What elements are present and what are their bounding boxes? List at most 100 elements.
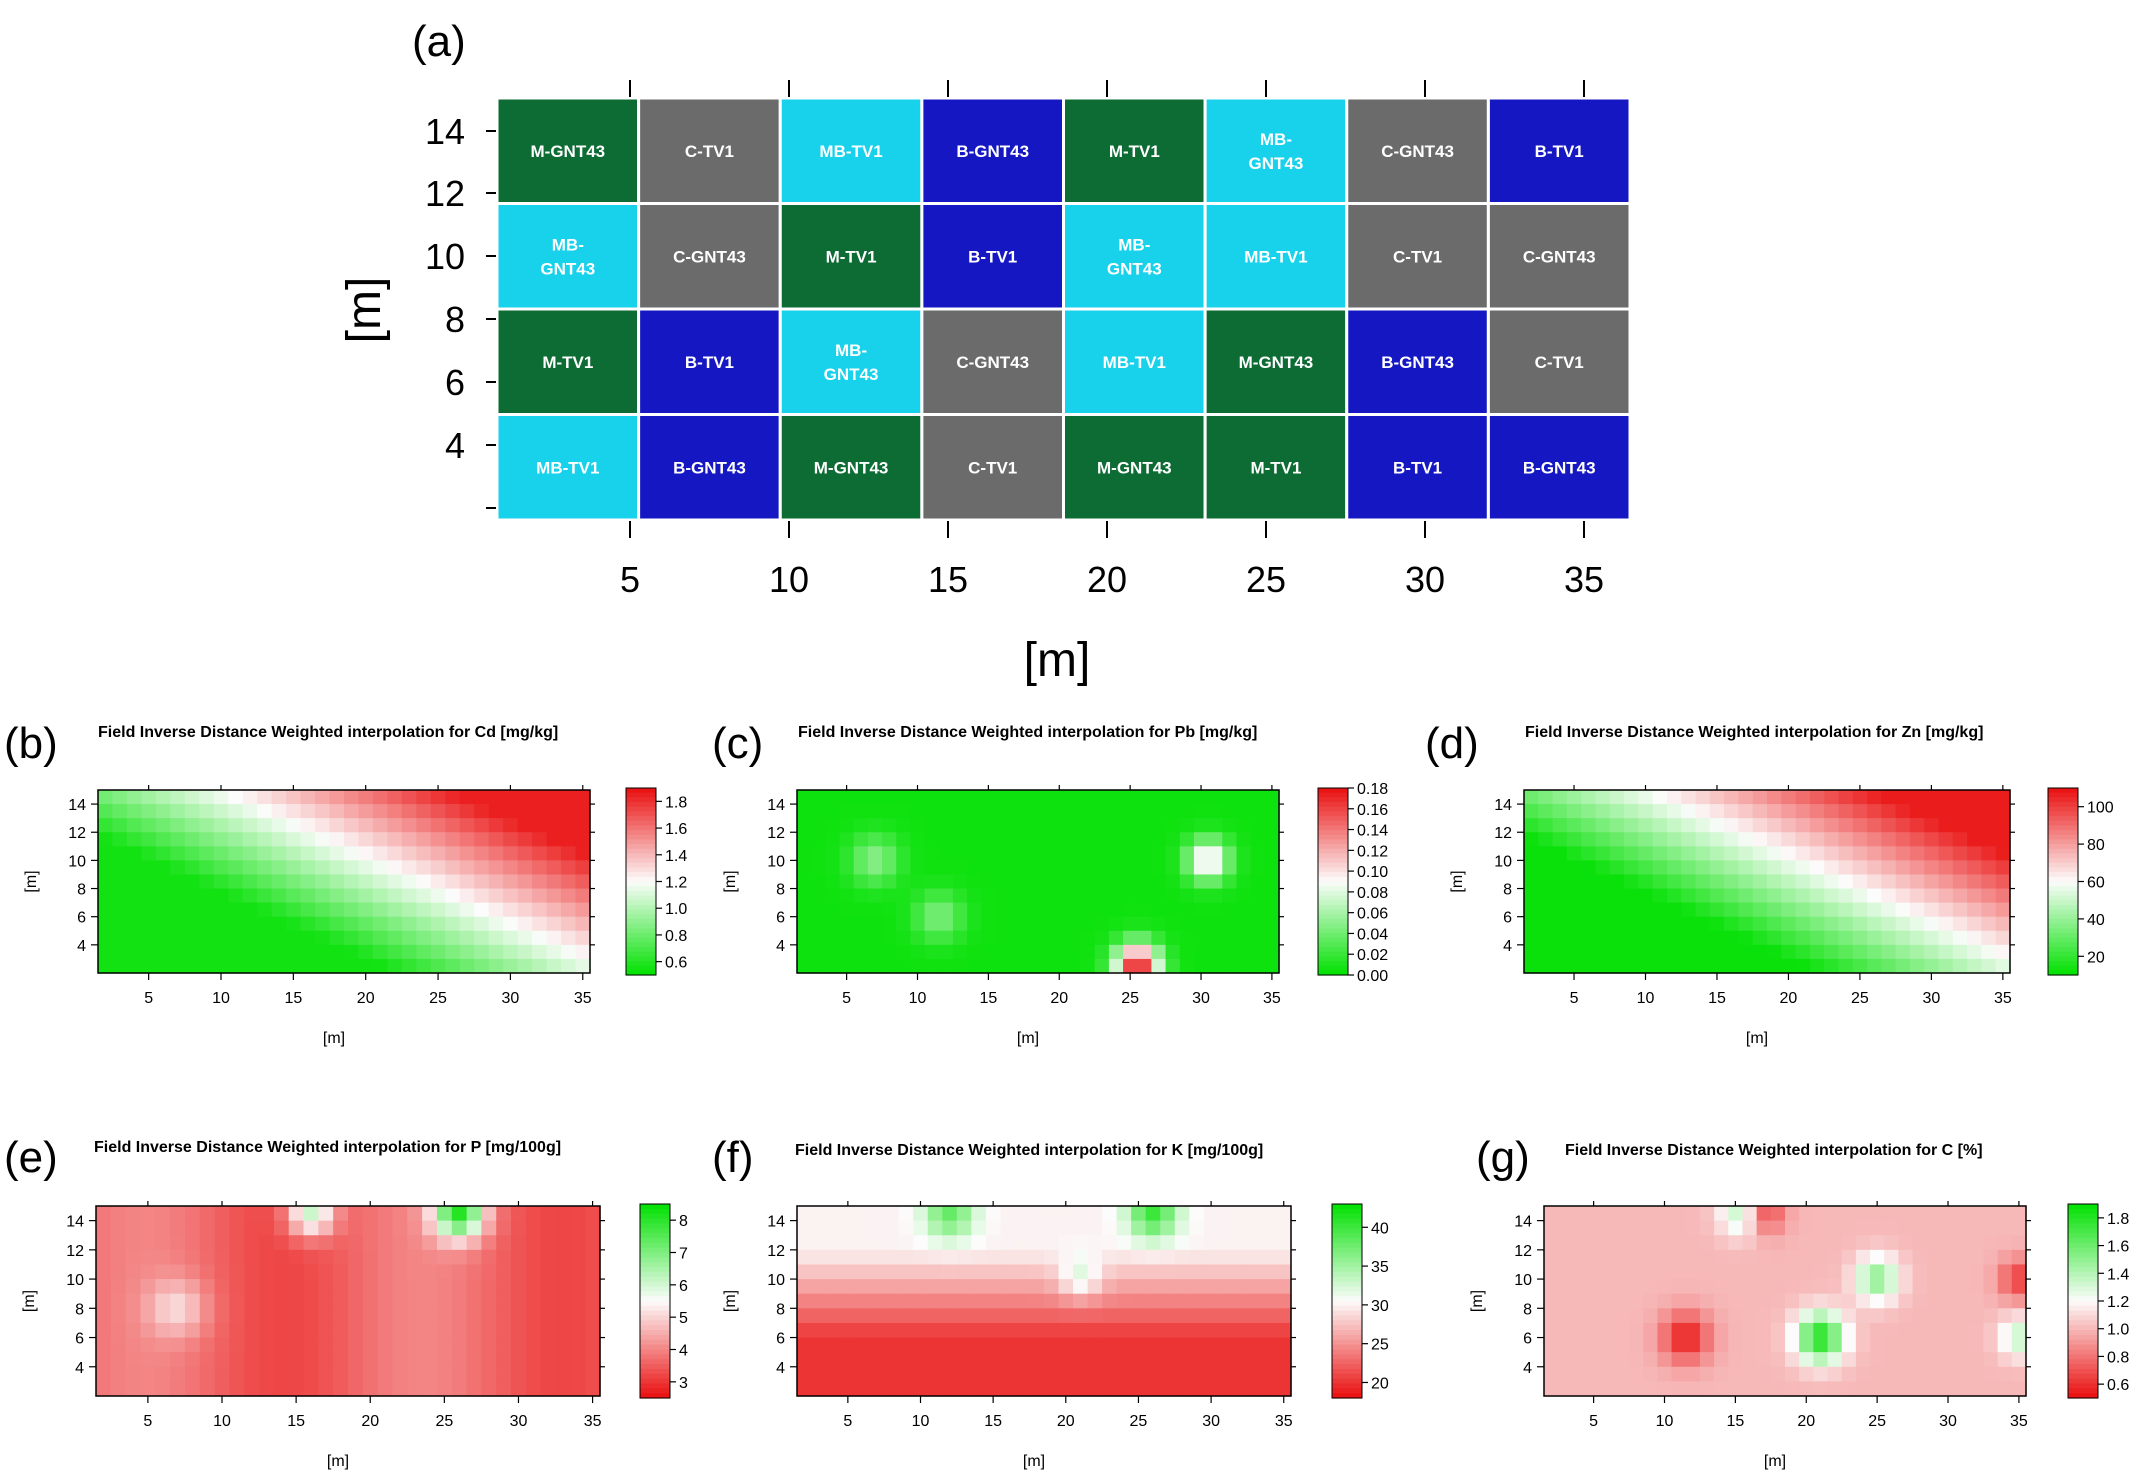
field-cell xyxy=(797,1293,813,1309)
field-cell xyxy=(228,902,244,918)
colorbar-segment xyxy=(1332,1325,1362,1331)
field-cell xyxy=(466,1249,483,1266)
plot-frame xyxy=(796,1205,1292,1397)
field-cell xyxy=(867,916,883,932)
field-cell xyxy=(1770,1293,1786,1309)
field-cell xyxy=(884,1293,900,1309)
field-cell xyxy=(1809,818,1825,833)
y-tick-label: 12 xyxy=(68,825,86,842)
field-cell xyxy=(1073,1381,1089,1397)
field-cell xyxy=(1131,1279,1147,1295)
plot-frame xyxy=(796,789,1280,974)
field-cell xyxy=(451,1249,468,1266)
colorbar-segment xyxy=(640,1378,670,1385)
field-cell xyxy=(184,944,200,960)
colorbar-segment xyxy=(626,811,656,817)
field-cell xyxy=(540,1337,557,1353)
field-cell xyxy=(488,902,504,918)
field-cell xyxy=(300,874,316,890)
field-cell xyxy=(436,1206,453,1222)
field-cell xyxy=(481,1293,497,1309)
field-cell xyxy=(1261,1352,1278,1368)
field-cell xyxy=(1572,1366,1588,1382)
field-cell xyxy=(811,804,826,819)
colorbar-segment xyxy=(640,1291,670,1297)
field-cell xyxy=(575,790,591,805)
field-cell xyxy=(407,1293,423,1309)
colorbar-segment xyxy=(626,867,656,873)
colorbar-segment xyxy=(1332,1315,1362,1321)
y-tick-label: 6 xyxy=(77,910,86,927)
field-cell xyxy=(503,804,519,819)
field-cell xyxy=(170,1366,186,1382)
field-cell xyxy=(1247,1352,1263,1368)
field-cell xyxy=(855,1235,871,1251)
field-cell xyxy=(184,1381,201,1397)
field-cell xyxy=(1261,1249,1278,1266)
field-cell xyxy=(1538,916,1554,932)
field-cell xyxy=(1841,1381,1857,1397)
field-cell xyxy=(1909,874,1925,890)
field-cell xyxy=(271,832,287,847)
field-cell xyxy=(1657,1308,1673,1324)
field-cell xyxy=(288,1235,305,1251)
x-axis-label: [m] xyxy=(1017,1030,1039,1047)
field-cell xyxy=(430,902,446,918)
field-cell xyxy=(1264,874,1280,890)
field-cell xyxy=(125,1249,142,1266)
x-axis-label: [m] xyxy=(1024,634,1091,687)
plot-cell-label: B-GNT43 xyxy=(1523,458,1596,477)
field-cell xyxy=(1624,874,1639,890)
field-cell xyxy=(1193,944,1209,960)
field-cell xyxy=(910,860,926,876)
field-cell xyxy=(1629,1308,1644,1324)
field-cell xyxy=(898,1337,914,1353)
field-cell xyxy=(1898,1352,1914,1368)
field-cell xyxy=(942,1337,958,1353)
field-cell xyxy=(1193,804,1209,819)
field-cell xyxy=(503,860,519,876)
field-cell xyxy=(1938,860,1954,876)
field-cell xyxy=(811,1322,827,1339)
field-cell xyxy=(436,1220,453,1236)
field-cell xyxy=(1087,1279,1103,1295)
field-cell xyxy=(561,916,577,932)
field-cell xyxy=(1685,1249,1701,1266)
field-cell xyxy=(884,1322,900,1339)
field-cell xyxy=(1671,1322,1687,1339)
field-cell xyxy=(1614,1366,1630,1382)
field-cell xyxy=(496,1337,512,1353)
colorbar-segment xyxy=(1332,1344,1362,1351)
field-cell xyxy=(1052,860,1067,876)
colorbar-segment xyxy=(1332,1339,1362,1346)
field-cell xyxy=(1770,1381,1786,1397)
field-cell xyxy=(1614,1381,1630,1397)
x-tick-label: 25 xyxy=(1851,990,1869,1007)
field-cell xyxy=(1236,818,1252,833)
field-cell xyxy=(372,804,389,819)
field-cell xyxy=(481,1264,497,1280)
field-cell xyxy=(184,1352,201,1368)
field-cell xyxy=(517,874,533,890)
field-cell xyxy=(1247,1293,1263,1309)
field-cell xyxy=(126,930,143,946)
field-cell xyxy=(1785,1235,1800,1251)
field-cell xyxy=(825,888,841,904)
field-cell xyxy=(839,930,855,946)
field-cell xyxy=(1983,1337,1999,1353)
field-cell xyxy=(1685,1322,1701,1339)
plot-cell xyxy=(920,202,1065,311)
field-cell xyxy=(170,1206,186,1222)
field-cell xyxy=(1681,790,1697,805)
colorbar-segment xyxy=(1318,844,1348,850)
field-cell xyxy=(1841,1220,1857,1236)
field-cell xyxy=(1997,1249,2013,1266)
field-cell xyxy=(286,944,302,960)
field-cell xyxy=(1624,888,1639,904)
field-cell xyxy=(1955,1249,1970,1266)
x-tick-label: 30 xyxy=(502,990,520,1007)
field-cell xyxy=(1123,916,1138,932)
field-cell xyxy=(853,860,869,876)
field-cell xyxy=(570,1220,586,1236)
